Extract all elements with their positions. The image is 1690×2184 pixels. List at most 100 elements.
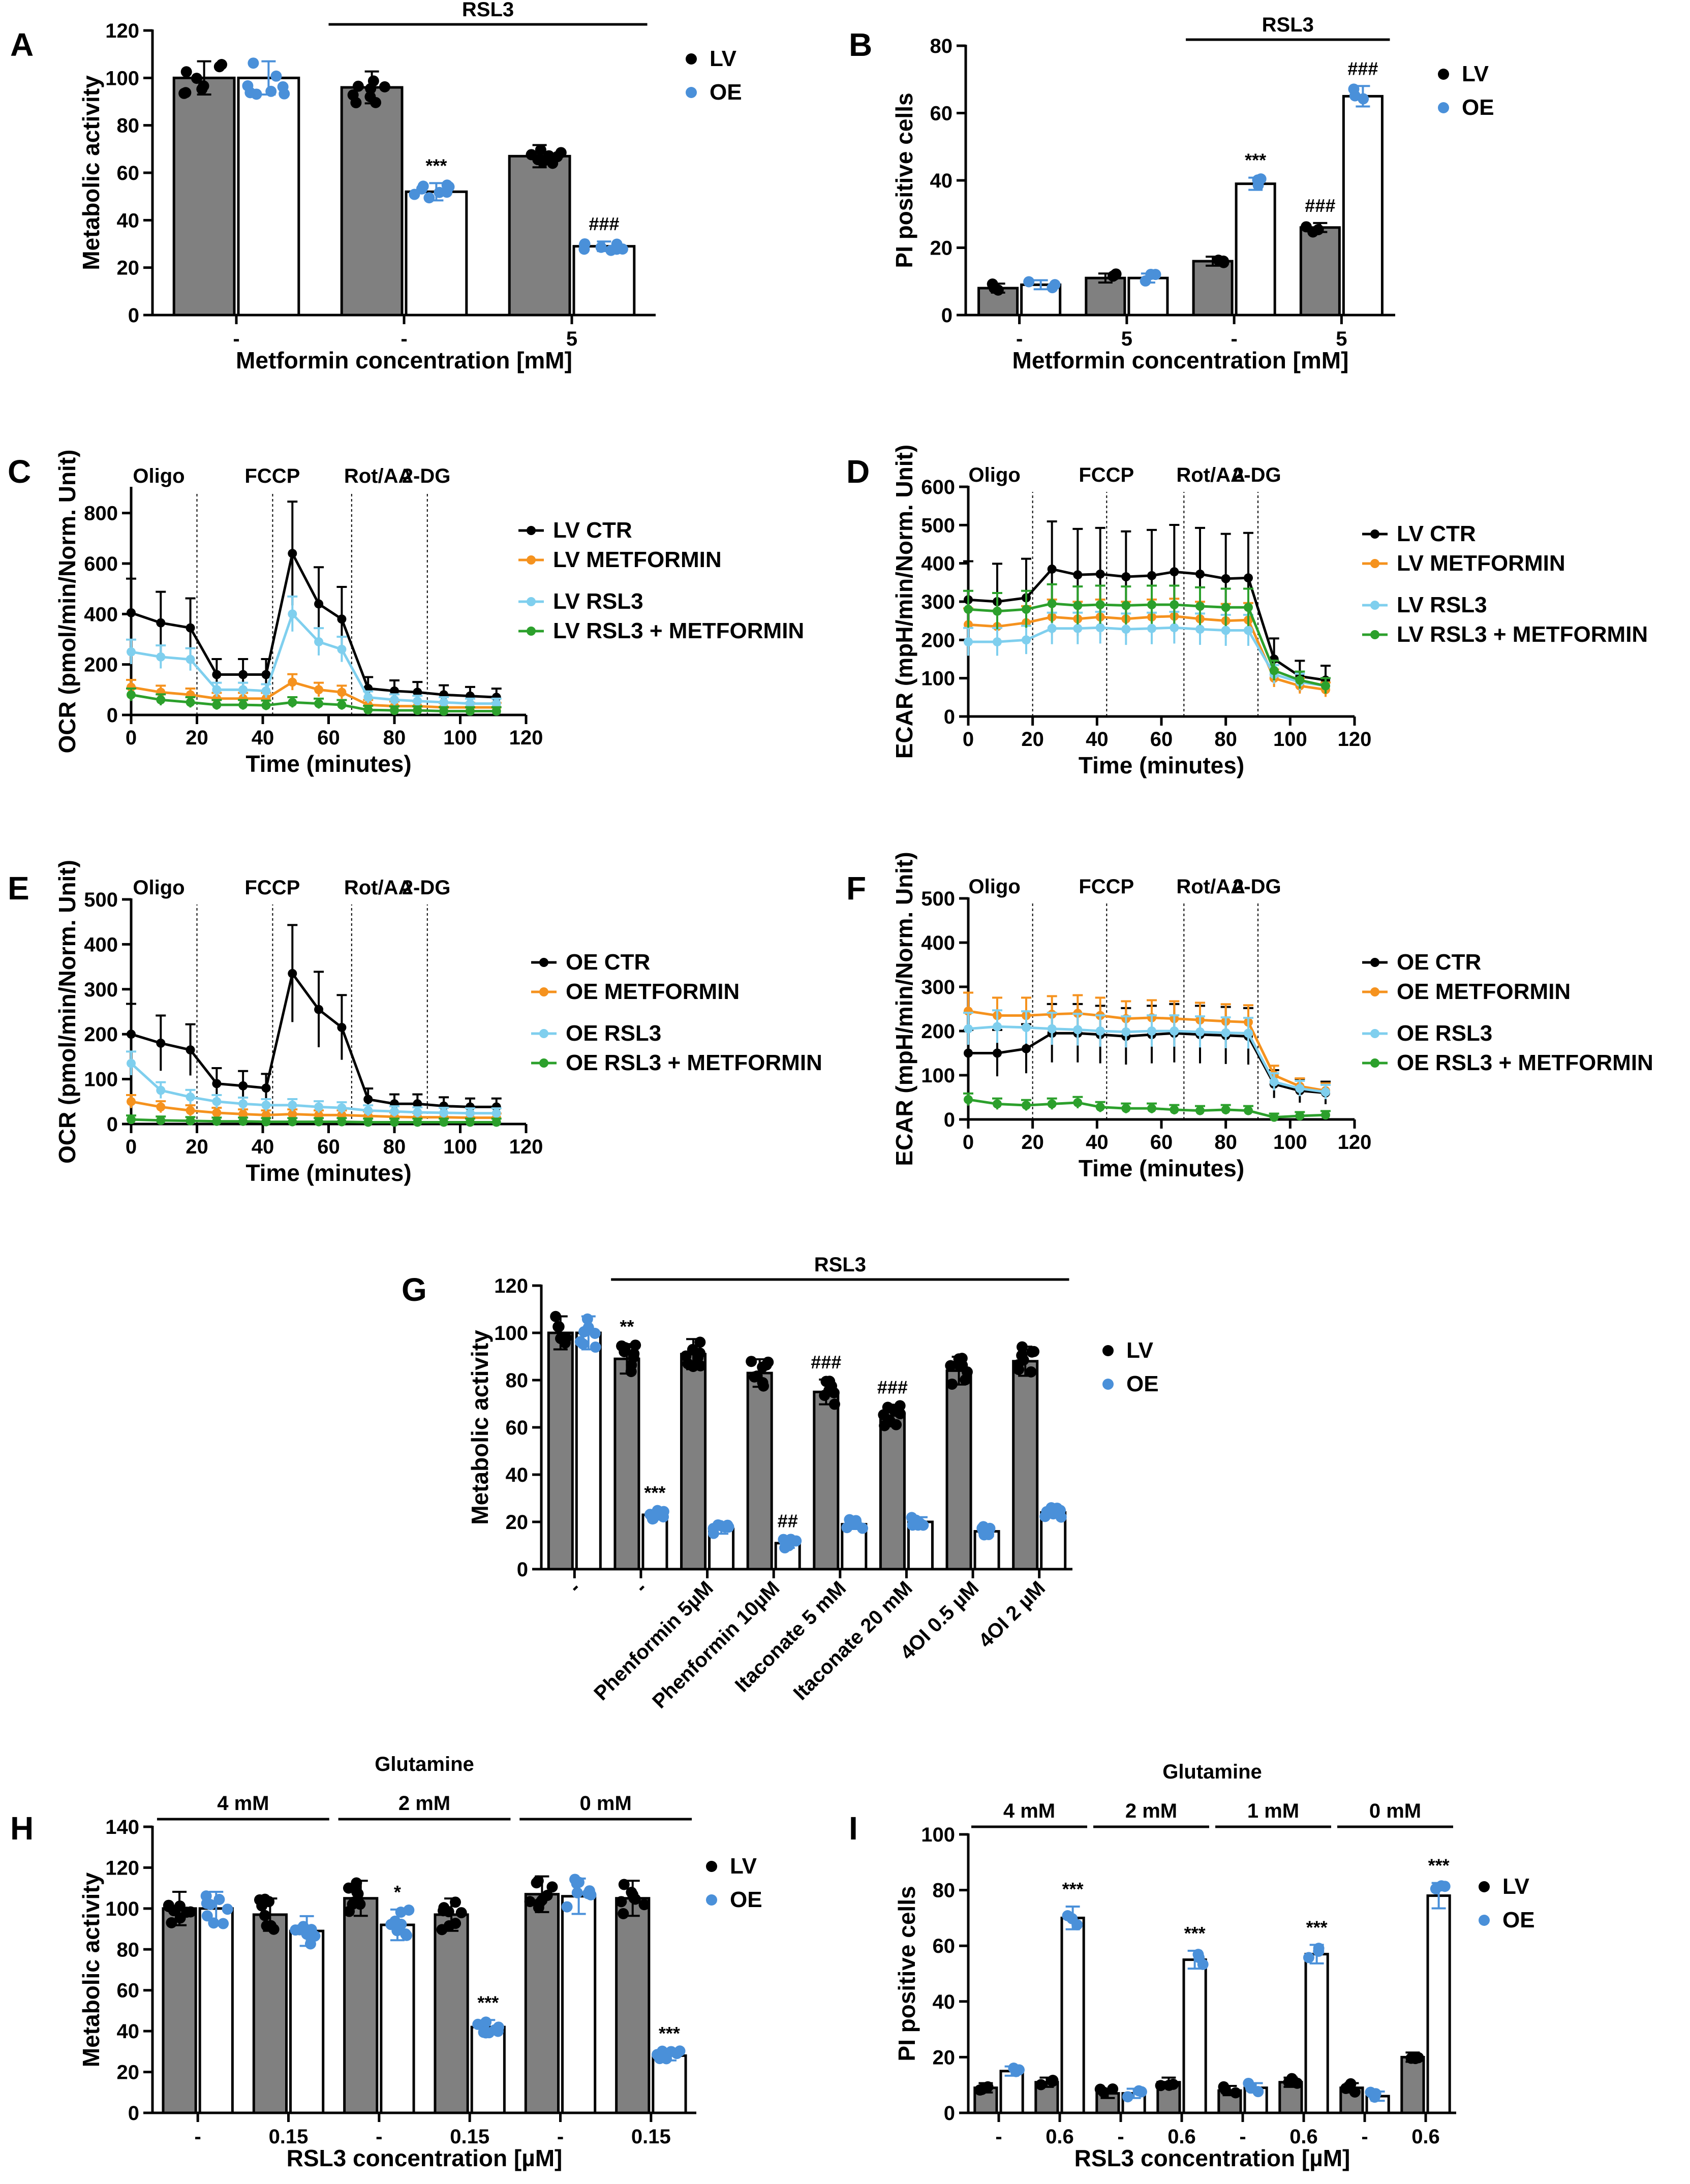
legend-marker bbox=[1479, 1881, 1490, 1892]
data-point bbox=[618, 1908, 629, 1919]
series-point bbox=[238, 1099, 248, 1109]
bar-lv bbox=[1299, 226, 1341, 317]
data-point bbox=[480, 2016, 492, 2028]
x-axis-label: RSL3 concentration [µM] bbox=[287, 2145, 563, 2171]
data-point bbox=[1313, 1945, 1325, 1957]
injection-label: 2-DG bbox=[1233, 876, 1281, 898]
legend-marker bbox=[706, 1894, 717, 1906]
series-point bbox=[238, 1109, 248, 1119]
series-point bbox=[363, 1117, 373, 1127]
y-tick-label: 600 bbox=[84, 553, 118, 575]
x-tick-label: - bbox=[995, 2126, 1002, 2148]
data-point bbox=[436, 1924, 448, 1936]
bar-lv bbox=[1085, 276, 1126, 317]
series-point bbox=[212, 685, 222, 695]
x-tick-label: 80 bbox=[383, 1136, 406, 1158]
y-axis-label: ECAR (mpH/min/Norm. Unit) bbox=[891, 445, 917, 759]
y-tick-label: 0 bbox=[128, 2102, 139, 2125]
legend-label: OE CTR bbox=[566, 950, 650, 975]
data-point bbox=[261, 1920, 272, 1931]
series-point bbox=[1321, 1110, 1330, 1120]
y-tick-label: 500 bbox=[921, 514, 955, 537]
y-axis-label: Metabolic activity bbox=[467, 1330, 493, 1525]
x-tick-label: 100 bbox=[443, 727, 477, 749]
bar-oe bbox=[380, 1923, 415, 2114]
series-point bbox=[288, 1100, 297, 1110]
data-point bbox=[790, 1535, 802, 1547]
bar-oe bbox=[1235, 182, 1276, 317]
series-point bbox=[1221, 603, 1231, 612]
y-tick-label: 60 bbox=[930, 103, 953, 125]
legend-marker bbox=[686, 87, 697, 98]
data-point bbox=[191, 73, 202, 84]
data-point bbox=[347, 89, 359, 101]
y-tick-label: 0 bbox=[944, 2102, 955, 2125]
series-point bbox=[314, 599, 324, 609]
series-point bbox=[1244, 603, 1253, 612]
y-tick-label: 40 bbox=[117, 2020, 140, 2043]
x-tick-label: 0.15 bbox=[450, 2126, 489, 2148]
data-point bbox=[438, 1902, 450, 1914]
series-point bbox=[390, 706, 399, 715]
data-point bbox=[629, 1893, 641, 1905]
series-point bbox=[314, 637, 324, 646]
bar-oe bbox=[198, 1907, 234, 2114]
y-tick-label: 0 bbox=[517, 1558, 528, 1581]
significance-annotation: *** bbox=[1245, 150, 1266, 171]
series-point bbox=[288, 1109, 297, 1119]
injection-label: 2-DG bbox=[402, 465, 451, 487]
y-tick-label: 300 bbox=[84, 979, 118, 1001]
series-point bbox=[465, 699, 475, 708]
data-point bbox=[1192, 1949, 1204, 1960]
legend-marker bbox=[1370, 1058, 1379, 1068]
bar-lv bbox=[547, 1331, 574, 1571]
x-tick-label: 80 bbox=[1214, 1131, 1237, 1153]
series-point bbox=[337, 614, 347, 624]
data-point bbox=[910, 1514, 922, 1526]
bar-lv bbox=[746, 1371, 773, 1571]
y-tick-label: 800 bbox=[84, 503, 118, 525]
x-tick-label: - bbox=[1117, 2126, 1124, 2148]
glutamine-bracket-label: 4 mM bbox=[217, 1792, 269, 1815]
x-axis-label: Metformin concentration [mM] bbox=[236, 347, 572, 373]
y-tick-label: 400 bbox=[84, 603, 118, 626]
bar-lv bbox=[524, 1893, 560, 2114]
data-point bbox=[616, 1896, 627, 1908]
data-point bbox=[443, 181, 455, 193]
data-point bbox=[708, 1527, 719, 1539]
y-tick-label: 200 bbox=[921, 1020, 955, 1043]
data-point bbox=[849, 1516, 861, 1527]
glutamine-bracket-label: 0 mM bbox=[1369, 1800, 1421, 1822]
data-point bbox=[185, 1906, 196, 1918]
series-point bbox=[1295, 1084, 1305, 1094]
series-point bbox=[314, 685, 324, 695]
series-point bbox=[1047, 1024, 1057, 1034]
data-point bbox=[536, 1894, 548, 1906]
series-point bbox=[238, 685, 248, 695]
legend-label: OE bbox=[710, 80, 742, 105]
data-point bbox=[379, 81, 390, 92]
data-point bbox=[630, 1339, 641, 1351]
significance-annotation: *** bbox=[477, 1992, 499, 2013]
data-point bbox=[573, 1877, 585, 1888]
series-point bbox=[413, 688, 422, 697]
series-point bbox=[1195, 1027, 1205, 1037]
series-point bbox=[363, 1106, 373, 1115]
significance-annotation: ** bbox=[620, 1316, 634, 1337]
series-point bbox=[1244, 573, 1253, 583]
series-point bbox=[993, 1099, 1002, 1109]
data-point bbox=[389, 1915, 401, 1927]
data-point bbox=[559, 1337, 571, 1349]
data-point bbox=[720, 1520, 731, 1532]
y-tick-label: 200 bbox=[84, 1023, 118, 1046]
x-tick-label: 0.15 bbox=[269, 2126, 309, 2148]
series-point bbox=[1022, 1044, 1031, 1053]
y-tick-label: 400 bbox=[921, 553, 955, 575]
x-tick-label: 20 bbox=[1021, 728, 1044, 751]
data-point bbox=[960, 1374, 971, 1386]
data-point bbox=[364, 91, 376, 103]
y-tick-label: 100 bbox=[921, 1824, 955, 1846]
legend-label: OE bbox=[1126, 1371, 1159, 1396]
chart-panel-b: B 0 20 40 60 80 PI positive cells - 5 - 5 *** ### ###… bbox=[849, 14, 1494, 373]
series-point bbox=[261, 1100, 271, 1110]
